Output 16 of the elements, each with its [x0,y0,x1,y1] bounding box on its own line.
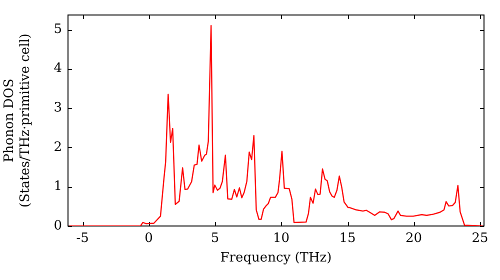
y-tick-label: 5 [54,22,62,37]
text: Phonon DOS [2,78,18,162]
x-tick-label: 0 [144,231,153,246]
x-tick-label: 25 [472,231,488,246]
y-tick-label: 2 [54,140,62,155]
y-tick-label: 0 [54,218,62,234]
y-tick-label: 3 [54,100,62,116]
y-tick-label: 4 [54,61,62,76]
x-tick-label: 10 [273,231,290,246]
x-tick-label: -5 [76,231,89,246]
x-tick-label: 15 [339,231,356,246]
x-tick-label: 20 [406,231,422,246]
x-tick-label: 5 [210,231,220,246]
text: (States/THz·primitive cell) [18,33,33,208]
y-tick-label: 1 [54,179,62,194]
x-axis-title: Frequency (THz) [220,250,332,266]
